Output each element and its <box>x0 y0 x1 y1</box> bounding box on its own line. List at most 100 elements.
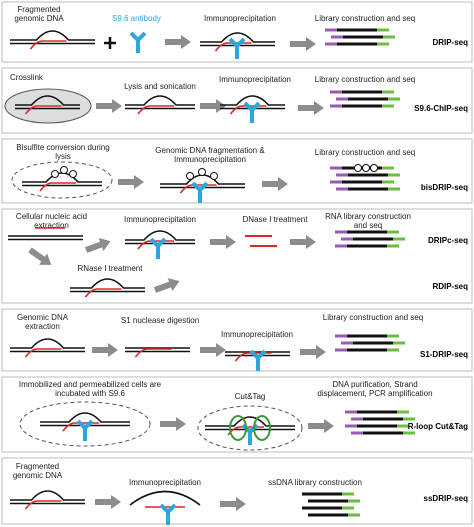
arrow <box>290 235 316 249</box>
rna-strand <box>62 422 99 432</box>
step-label: Genomic DNA extraction <box>16 313 69 331</box>
arrow <box>95 495 121 509</box>
panel-box <box>1 208 473 304</box>
rna-strand <box>214 42 252 52</box>
antibody <box>149 237 167 249</box>
antibody <box>76 419 94 431</box>
step-label: Immunoprecipitation <box>218 75 292 84</box>
method-label: R-loop Cut&Tag <box>407 422 468 431</box>
panel-box <box>1 457 473 525</box>
step-label: Cut&Tag <box>234 392 266 401</box>
rna-strand <box>29 40 67 50</box>
dna-strand <box>10 490 85 501</box>
dna-strand <box>15 95 80 106</box>
step-label: Crosslink <box>10 73 43 82</box>
step-label: Library construction and seq <box>322 313 424 322</box>
uracil <box>370 164 378 172</box>
step-label: ssDNA library construction <box>268 478 362 487</box>
rna-strand <box>24 105 62 115</box>
step-label: Immobilized and permeabilized cells are … <box>18 380 162 398</box>
antibody <box>249 349 267 361</box>
panel-box <box>1 308 473 372</box>
rna-strand <box>137 240 174 250</box>
arrow <box>92 343 118 357</box>
dna-strand <box>160 174 245 185</box>
uracil <box>51 170 59 178</box>
cell <box>197 405 303 451</box>
step-label: Genomic DNA fragmentation & Immunoprecip… <box>155 146 265 164</box>
method-label: bisDRIP-seq <box>420 183 468 192</box>
tn5 <box>253 415 271 441</box>
panel-box <box>1 67 473 134</box>
antibody <box>191 181 209 193</box>
step-label: Immunoprecipitation <box>203 14 277 23</box>
uracil <box>60 166 68 174</box>
uracil <box>186 172 194 180</box>
dna-strand <box>205 416 295 427</box>
method-label: RDIP-seq <box>432 282 468 291</box>
arrow <box>96 99 122 113</box>
arrow <box>220 497 246 511</box>
dna-strand <box>10 30 95 41</box>
rna-strand <box>84 288 122 298</box>
panel-box <box>1 376 473 453</box>
arrow <box>300 345 326 359</box>
step-label: Fragmented genomic DNA <box>14 5 64 23</box>
step-label: Fragmented genomic DNA <box>12 462 63 480</box>
step-label: Cellular nucleic acid extraction <box>15 212 88 230</box>
step-label: DNase I treatment <box>242 215 308 224</box>
method-label: DRIPc-seq <box>427 236 468 245</box>
dna-strand <box>22 172 102 183</box>
arrow <box>200 99 226 113</box>
dna-strand <box>10 338 85 349</box>
rna-strand <box>24 348 62 358</box>
dna-strand <box>200 32 275 43</box>
ssdna <box>129 490 201 506</box>
step-label: Immunoprecipitation <box>220 330 294 339</box>
cell <box>11 161 113 199</box>
cell <box>19 401 151 447</box>
plus <box>104 37 116 49</box>
antibody <box>228 37 246 49</box>
arrow <box>308 419 334 433</box>
step-label: Library construction and seq <box>314 148 416 157</box>
step-label: Library construction and seq <box>314 75 416 84</box>
step-label: S9.6 antibody <box>112 14 161 23</box>
step-label: Bisulfite conversion during lysis <box>16 143 110 161</box>
step-label: RNase I treatment <box>77 264 143 273</box>
panel-box <box>1 138 473 204</box>
uracil <box>198 168 206 176</box>
method-label: S9.6-ChIP-seq <box>414 104 468 113</box>
method-label: ssDRIP-seq <box>423 494 468 503</box>
tn5 <box>229 415 247 441</box>
arrow <box>298 101 324 115</box>
rna-strand <box>134 348 172 358</box>
step-label: DNA purification, Strand displacement, P… <box>317 380 433 398</box>
uracil <box>362 164 370 172</box>
dna-strand <box>125 95 195 106</box>
step-label: Library construction and seq <box>314 14 416 23</box>
rna-strand <box>227 426 264 436</box>
antibody <box>159 503 177 515</box>
step-label: Immunoprecipitation <box>128 478 202 487</box>
arrow <box>160 417 186 431</box>
step-label: Lysis and sonication <box>124 82 196 91</box>
arrow <box>153 277 180 293</box>
arrow <box>84 237 111 253</box>
step-label: S1 nuclease digestion <box>120 316 200 325</box>
arrow <box>118 175 144 189</box>
arrow <box>210 235 236 249</box>
rna-strand <box>24 500 62 510</box>
antibody <box>243 101 261 113</box>
step-label: RNA library construction and seq <box>325 212 411 230</box>
uracil <box>69 170 77 178</box>
step-label: Immunoprecipitation <box>123 215 197 224</box>
dna-strand <box>40 412 130 423</box>
arrow <box>200 343 226 357</box>
rna-strand <box>234 352 272 362</box>
arrow <box>28 247 52 265</box>
dna-strand <box>125 230 195 241</box>
rna-strand <box>39 182 76 192</box>
